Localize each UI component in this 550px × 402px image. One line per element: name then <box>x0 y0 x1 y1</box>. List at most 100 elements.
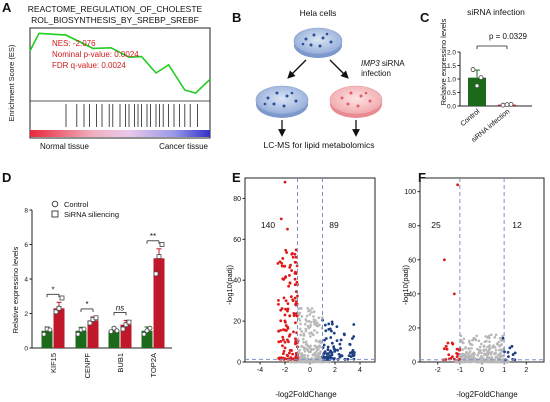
f-x-tick-label: 0 <box>480 367 484 374</box>
e-point-ns <box>299 306 303 310</box>
e-x-tick-label: -2 <box>282 367 288 374</box>
e-point-down <box>294 351 298 355</box>
e-point-up <box>330 320 334 324</box>
e-point-up <box>328 350 332 354</box>
d-legend-sirna: SiRNA siliencing <box>64 210 119 219</box>
e-point-ns <box>319 350 322 354</box>
e-point-down <box>279 308 283 312</box>
f-point-up <box>506 350 510 354</box>
f-point-ns <box>467 347 470 350</box>
e-point-down <box>279 356 283 360</box>
d-data-point <box>87 320 93 326</box>
e-point-ns <box>299 355 303 358</box>
f-point-up <box>508 346 512 350</box>
f-point-ns <box>478 345 482 349</box>
e-point-down <box>296 294 299 298</box>
e-point-up <box>339 338 343 342</box>
e-point-up <box>332 345 336 349</box>
f-point-ns <box>493 358 497 361</box>
d-data-point <box>159 242 165 247</box>
f-point-up <box>513 351 517 355</box>
f-point-ns <box>489 352 493 356</box>
e-point-down <box>295 314 299 318</box>
e-point-down <box>286 309 289 313</box>
e-point-ns <box>302 334 306 337</box>
e-point-down <box>292 330 295 334</box>
f-point-ns <box>461 348 465 351</box>
e-point-up <box>328 327 332 331</box>
e-point-ns <box>304 327 308 331</box>
e-point-down <box>288 281 292 285</box>
f-point-ns <box>498 345 501 348</box>
e-point-down <box>281 338 285 342</box>
e-point-down <box>283 346 287 350</box>
f-point-ns <box>483 353 486 357</box>
f-point-down <box>447 353 451 357</box>
f-point-ns <box>475 334 479 338</box>
e-point-down <box>288 314 292 318</box>
f-point-ns <box>480 354 483 358</box>
e-point-ns <box>309 331 313 335</box>
e-point-ns <box>303 353 306 357</box>
d-y-tick-label: 8 <box>24 208 28 215</box>
e-point-down <box>279 329 282 332</box>
c-data-point <box>474 83 480 89</box>
f-y-tick-label: 40 <box>408 291 416 298</box>
e-point-ns <box>307 326 310 330</box>
f-point-ns <box>480 342 483 346</box>
gsea-title-line1: REACTOME_REGULATION_OF_CHOLESTE <box>28 4 203 14</box>
d-significance-label: * <box>85 300 88 309</box>
gsea-nes-text: NES: -2.076 <box>52 39 96 48</box>
d-bar-sirna <box>153 258 165 348</box>
e-point-down <box>286 307 290 311</box>
e-point-ns <box>311 353 315 357</box>
f-frame <box>419 177 545 363</box>
d-data-point <box>147 325 153 331</box>
e-point-down <box>287 284 291 288</box>
e-point-up <box>323 323 327 327</box>
f-point-ns <box>494 348 498 352</box>
panel-label-c: C <box>420 10 430 25</box>
e-y-tick-label: 80 <box>233 196 241 203</box>
f-point-up <box>510 344 514 348</box>
panel-label-b: B <box>232 10 241 25</box>
e-point-up <box>336 348 340 352</box>
e-point-up <box>340 354 344 358</box>
f-point-ns <box>489 333 493 337</box>
e-point-up <box>335 325 339 328</box>
f-point-down <box>456 352 460 356</box>
e-point-up <box>348 351 352 355</box>
e-point-down <box>281 335 285 339</box>
e-point-up <box>338 355 342 359</box>
d-data-point <box>126 319 132 325</box>
f-point-ns <box>500 343 503 346</box>
d-data-point <box>47 327 53 333</box>
d-bar-sirna <box>53 308 65 348</box>
e-point-up <box>332 331 336 335</box>
e-point-up <box>329 336 333 339</box>
e-point-down <box>281 257 285 260</box>
gsea-enrichment-curve <box>29 32 211 94</box>
e-point-up <box>346 357 350 361</box>
d-bar-sirna <box>120 324 132 348</box>
e-point-down <box>287 351 291 355</box>
e-point-ns <box>303 322 307 326</box>
e-point-up <box>322 356 326 359</box>
e-point-down <box>287 340 290 344</box>
e-x-tick-label: 2 <box>333 367 337 374</box>
e-point-ns <box>305 360 308 363</box>
panel-label-a: A <box>2 0 12 15</box>
c-data-point <box>478 75 484 81</box>
e-point-ns <box>305 319 309 323</box>
e-point-ns <box>300 330 303 333</box>
f-point-down <box>450 341 454 345</box>
e-point-up <box>342 332 346 336</box>
e-point-ns <box>300 360 304 364</box>
f-point-ns <box>494 333 498 337</box>
e-point-up <box>350 337 354 340</box>
e-point-up <box>325 352 329 356</box>
f-point-ns <box>472 351 476 355</box>
e-point-down <box>277 298 280 302</box>
e-point-down <box>286 227 289 231</box>
f-point-ns <box>467 354 470 357</box>
